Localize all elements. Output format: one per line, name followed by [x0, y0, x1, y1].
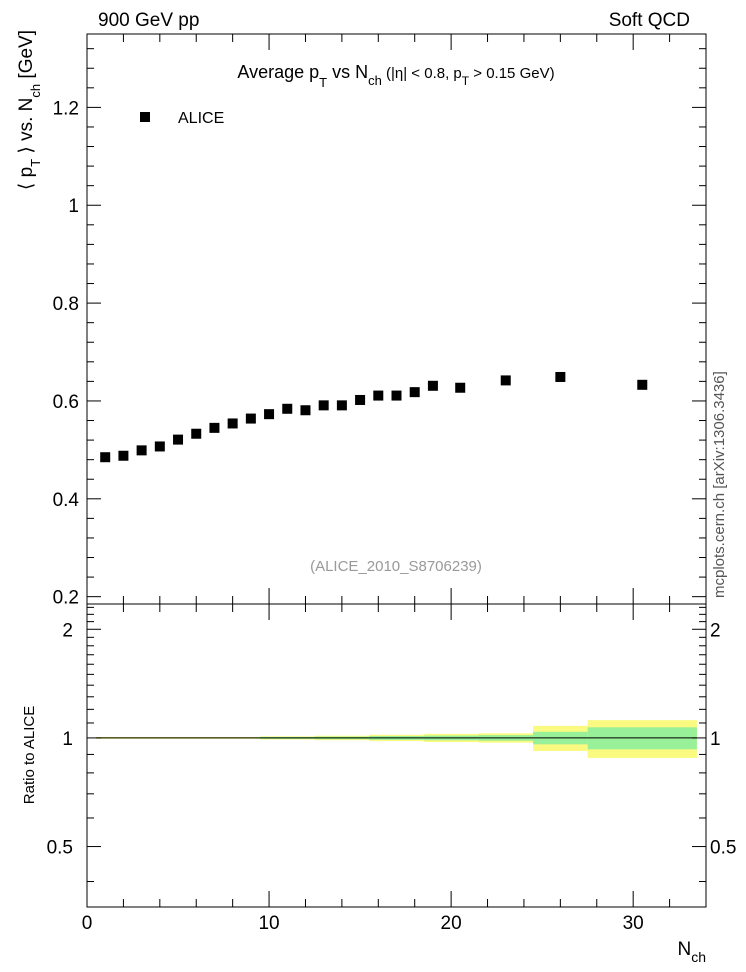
ylabel-mid: ⟩ vs. N	[16, 98, 37, 159]
data-point	[300, 405, 311, 416]
title-base: Average p	[237, 62, 319, 82]
ratio-y-axis-label: Ratio to ALICE	[21, 706, 38, 804]
data-point	[391, 390, 402, 401]
data-point	[455, 382, 466, 393]
main-y-tick-labels: 0.2 0.4 0.6 0.8 1 1.2	[53, 98, 80, 608]
ratio-y-tick-label: 2	[62, 620, 73, 641]
ratio-panel: 0.5 0.5 1 1 2 2 0 10 20 30 Ratio to ALICE Nch	[21, 603, 737, 965]
x-tick-label: 0	[82, 913, 93, 934]
data-point	[191, 428, 202, 439]
data-point	[136, 445, 147, 456]
data-point	[264, 409, 275, 420]
analysis-watermark: (ALICE_2010_S8706239)	[310, 558, 482, 575]
main-y-tick-label: 1	[68, 196, 79, 217]
x-axis-label: Nch	[677, 939, 706, 965]
data-point	[100, 452, 111, 463]
mcplots-credit: mcplots.cern.ch [arXiv:1306.3436]	[711, 371, 728, 598]
main-y-tick-label: 0.2	[53, 588, 79, 609]
title-mid: vs N	[327, 62, 368, 82]
ratio-axis-ticks	[86, 604, 707, 907]
data-point	[282, 403, 293, 414]
main-y-tick-label: 0.8	[53, 294, 79, 315]
ratio-frame	[86, 603, 707, 908]
data-point	[427, 380, 438, 391]
data-point	[227, 418, 238, 429]
ylabel-sub-t: T	[28, 159, 43, 167]
ylabel-sub-ch: ch	[28, 84, 43, 98]
data-point	[118, 450, 129, 461]
x-tick-label: 30	[623, 913, 644, 934]
ratio-y-tick-label-right: 2	[710, 620, 721, 641]
data-point	[245, 413, 256, 424]
main-axis-ticks	[86, 34, 707, 604]
data-point	[173, 434, 184, 445]
ratio-y-tick-label-right: 1	[710, 729, 721, 750]
data-point	[336, 400, 347, 411]
main-panel: 0.20.40.60.811.2 Average pT vs Nch (|η| …	[16, 30, 707, 609]
data-point	[555, 371, 566, 382]
ylabel-open: ⟨ p	[16, 167, 37, 190]
soft-qcd-label: Soft QCD	[609, 10, 690, 31]
chart-title: Average pT vs Nch (|η| < 0.8, pT > 0.15 …	[237, 62, 554, 90]
x-tick-label: 20	[441, 913, 462, 934]
ratio-y-tick-label: 1	[62, 729, 73, 750]
main-y-axis-label: ⟨ pT ⟩ vs. Nch [GeV]	[16, 30, 43, 190]
data-point	[637, 379, 648, 390]
data-point	[318, 400, 329, 411]
xlabel-base: N	[677, 939, 691, 960]
data-point	[373, 390, 384, 401]
title-cut-b: > 0.15 GeV)	[469, 65, 554, 82]
main-y-tick-label: 0.4	[53, 490, 80, 511]
ratio-y-tick-label: 0.5	[47, 838, 73, 859]
title-sub-t: T	[319, 75, 327, 90]
data-point	[500, 375, 511, 386]
ratio-uncertainty-bands	[96, 720, 697, 758]
data-point	[154, 441, 165, 452]
x-tick-label: 10	[258, 913, 279, 934]
data-point	[355, 394, 366, 405]
ylabel-unit: [GeV]	[16, 30, 37, 84]
energy-label: 900 GeV pp	[98, 10, 199, 31]
data-point	[209, 422, 220, 433]
x-tick-labels: 0 10 20 30	[82, 913, 644, 934]
data-point	[409, 387, 420, 398]
ratio-y-tick-labels: 0.5 0.5 1 1 2 2	[47, 620, 737, 858]
title-cut-a: (|η| < 0.8, p	[382, 65, 462, 82]
main-y-tick-label: 0.6	[53, 392, 79, 413]
legend-label-alice: ALICE	[178, 110, 224, 127]
legend-marker	[140, 112, 150, 122]
ratio-y-tick-label-right: 0.5	[710, 838, 736, 859]
main-y-tick-label: 1.2	[53, 98, 79, 119]
title-sub-ch: ch	[368, 73, 382, 88]
xlabel-sub-ch: ch	[691, 949, 706, 965]
alice-data-points	[100, 371, 648, 463]
title-cut-sub-t: T	[462, 74, 470, 88]
